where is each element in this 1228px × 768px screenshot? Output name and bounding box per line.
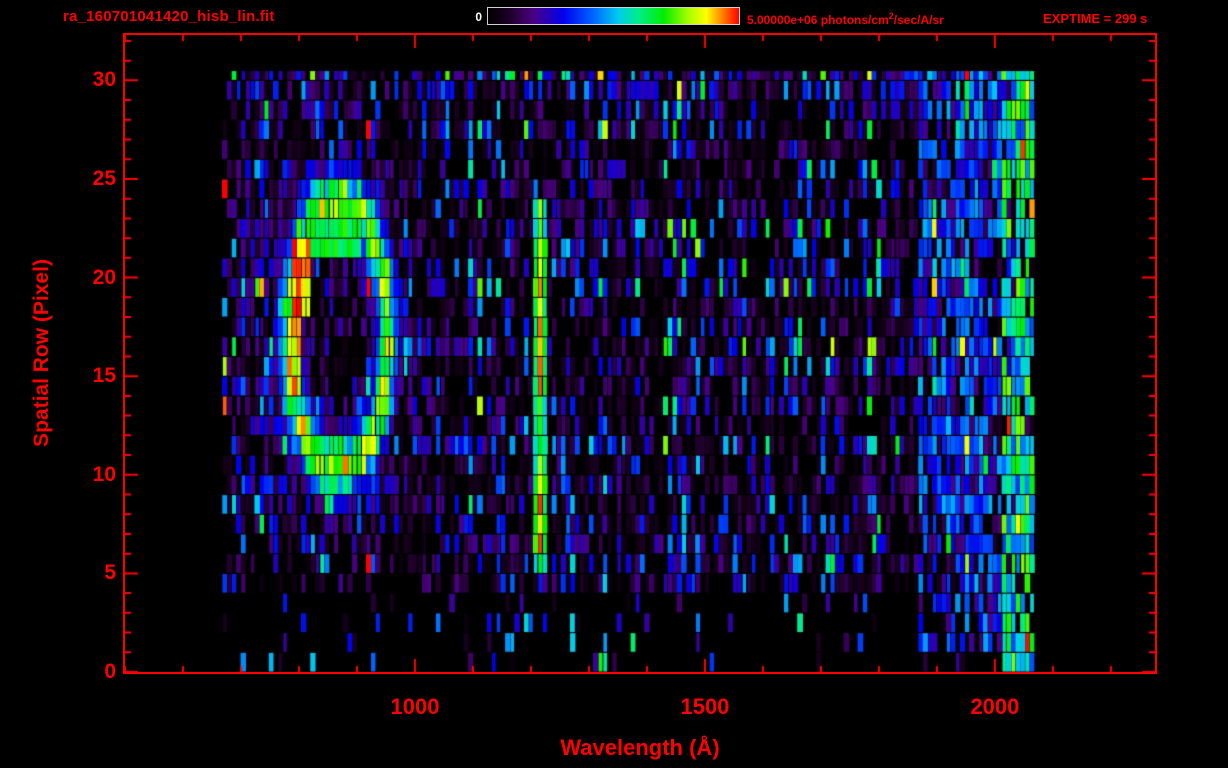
x-tick-label: 1500 bbox=[680, 694, 730, 719]
y-tick-label: 5 bbox=[104, 561, 116, 585]
spectral-heatmap-canvas[interactable] bbox=[125, 35, 1155, 672]
y-tick-label: 0 bbox=[104, 660, 116, 683]
exptime-label: EXPTIME = 299 s bbox=[1043, 11, 1148, 26]
colorbar-max-superscript: 2 bbox=[888, 11, 894, 21]
y-tick-label: 20 bbox=[92, 265, 116, 289]
colorbar-max-value: 5.00000e+06 photons/cm bbox=[747, 13, 889, 27]
y-axis-title: Spatial Row (Pixel) bbox=[30, 259, 53, 447]
y-tick-label: 30 bbox=[92, 68, 116, 92]
y-tick-label: 15 bbox=[92, 364, 116, 388]
colorbar bbox=[487, 7, 740, 25]
x-tick-label: 2000 bbox=[970, 694, 1020, 719]
colorbar-min-label: 0 bbox=[475, 10, 482, 24]
y-tick-label: 10 bbox=[92, 462, 116, 486]
colorbar-max-units: /sec/A/sr bbox=[893, 13, 944, 27]
x-tick-label: 1000 bbox=[390, 694, 440, 719]
colorbar-max-label: 5.00000e+06 photons/cm2/sec/A/sr bbox=[747, 11, 944, 27]
x-axis-title: Wavelength (Å) bbox=[560, 735, 720, 760]
filename-label: ra_160701041420_hisb_lin.fit bbox=[63, 8, 275, 25]
y-tick-label: 25 bbox=[92, 166, 116, 190]
